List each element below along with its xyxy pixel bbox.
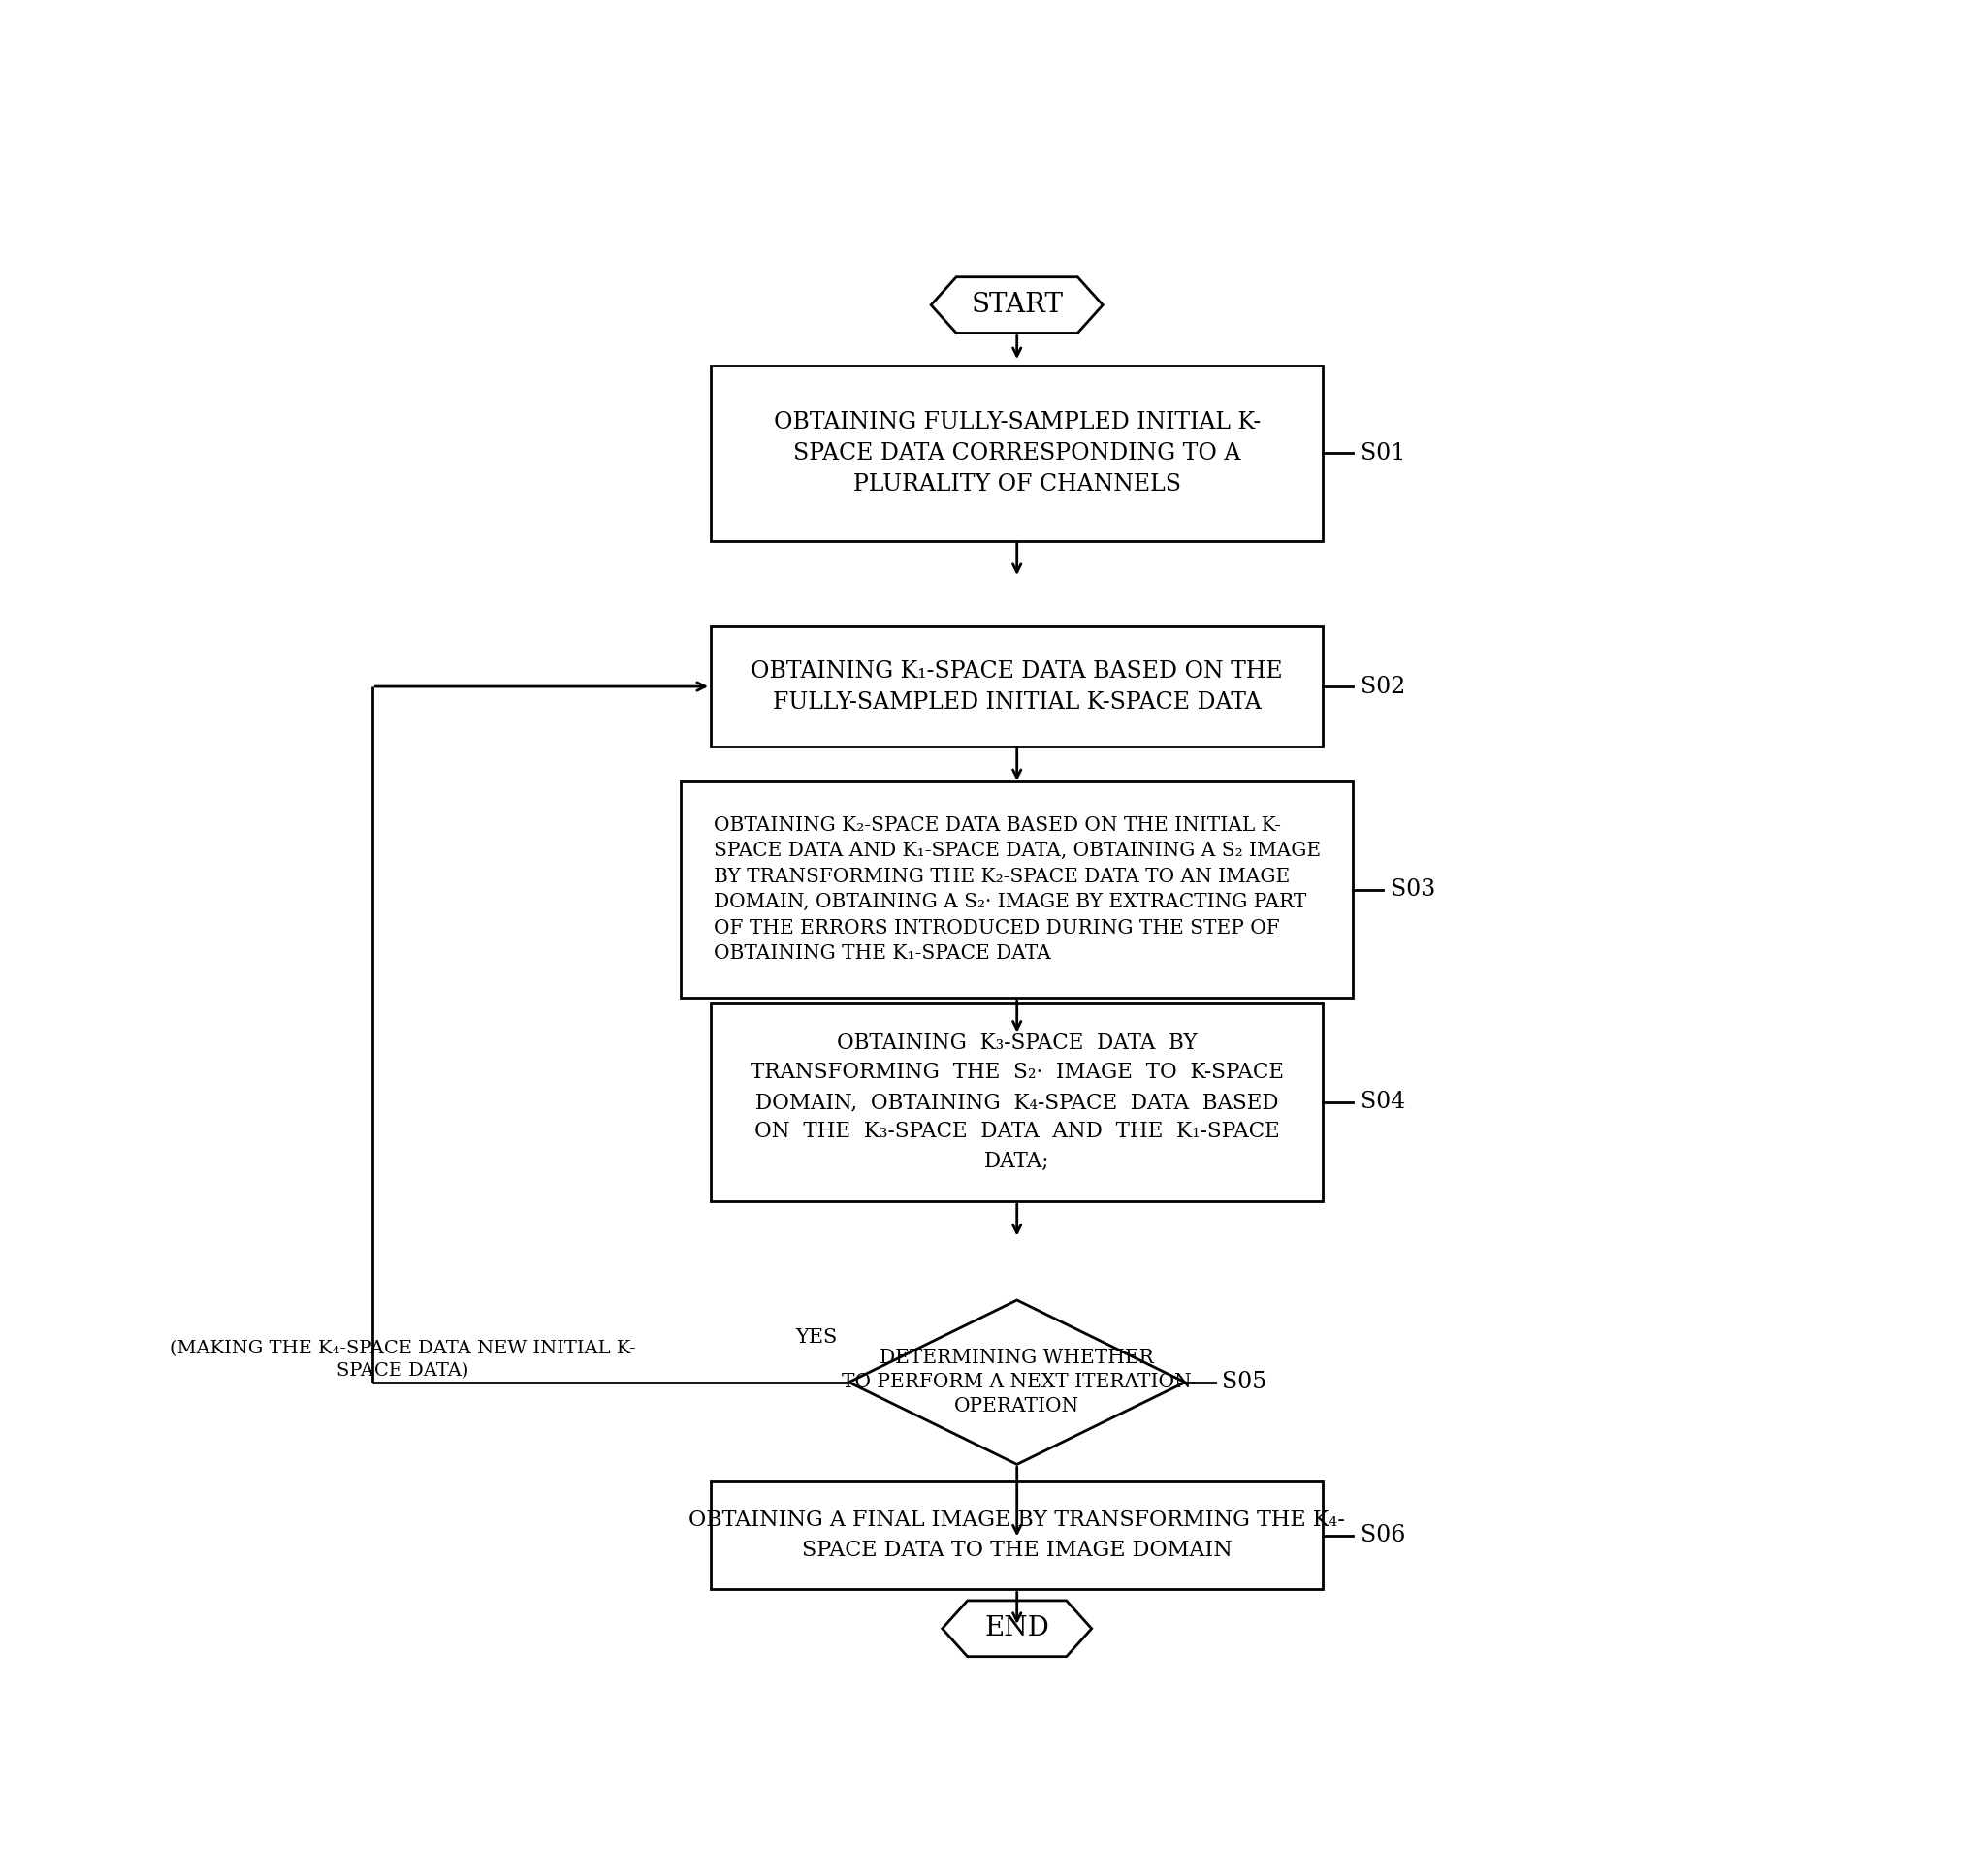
Bar (711, 1004, 1324, 1201)
Text: OBTAINING  K₃-SPACE  DATA  BY
TRANSFORMING  THE  S₂·  IMAGE  TO  K-SPACE
DOMAIN,: OBTAINING K₃-SPACE DATA BY TRANSFORMING … (750, 1032, 1284, 1172)
Text: DETERMINING WHETHER
TO PERFORM A NEXT ITERATION
OPERATION: DETERMINING WHETHER TO PERFORM A NEXT IT… (842, 1349, 1191, 1416)
Text: S02: S02 (1360, 675, 1405, 698)
Text: (MAKING THE K₄-SPACE DATA NEW INITIAL K-
SPACE DATA): (MAKING THE K₄-SPACE DATA NEW INITIAL K-… (169, 1339, 635, 1381)
Bar (681, 780, 1354, 998)
Text: END: END (985, 1615, 1050, 1642)
Text: OBTAINING K₂-SPACE DATA BASED ON THE INITIAL K-
SPACE DATA AND K₁-SPACE DATA, OB: OBTAINING K₂-SPACE DATA BASED ON THE INI… (713, 816, 1320, 962)
Text: NO: NO (1040, 1488, 1074, 1505)
Bar (711, 1482, 1324, 1589)
Bar (711, 627, 1324, 747)
Text: S03: S03 (1389, 878, 1435, 900)
Text: OBTAINING FULLY-SAMPLED INITIAL K-
SPACE DATA CORRESPONDING TO A
PLURALITY OF CH: OBTAINING FULLY-SAMPLED INITIAL K- SPACE… (774, 411, 1260, 495)
Text: OBTAINING A FINAL IMAGE BY TRANSFORMING THE K₄-
SPACE DATA TO THE IMAGE DOMAIN: OBTAINING A FINAL IMAGE BY TRANSFORMING … (689, 1510, 1346, 1561)
Bar (711, 366, 1324, 540)
Text: START: START (971, 293, 1064, 319)
Text: S05: S05 (1223, 1371, 1266, 1394)
Text: S06: S06 (1360, 1523, 1405, 1546)
Text: YES: YES (796, 1328, 838, 1347)
Text: S01: S01 (1360, 441, 1405, 463)
Text: S04: S04 (1360, 1092, 1405, 1114)
Polygon shape (943, 1600, 1092, 1657)
Polygon shape (931, 278, 1104, 334)
Polygon shape (850, 1300, 1185, 1465)
Text: OBTAINING K₁-SPACE DATA BASED ON THE
FULLY-SAMPLED INITIAL K-SPACE DATA: OBTAINING K₁-SPACE DATA BASED ON THE FUL… (750, 660, 1282, 713)
